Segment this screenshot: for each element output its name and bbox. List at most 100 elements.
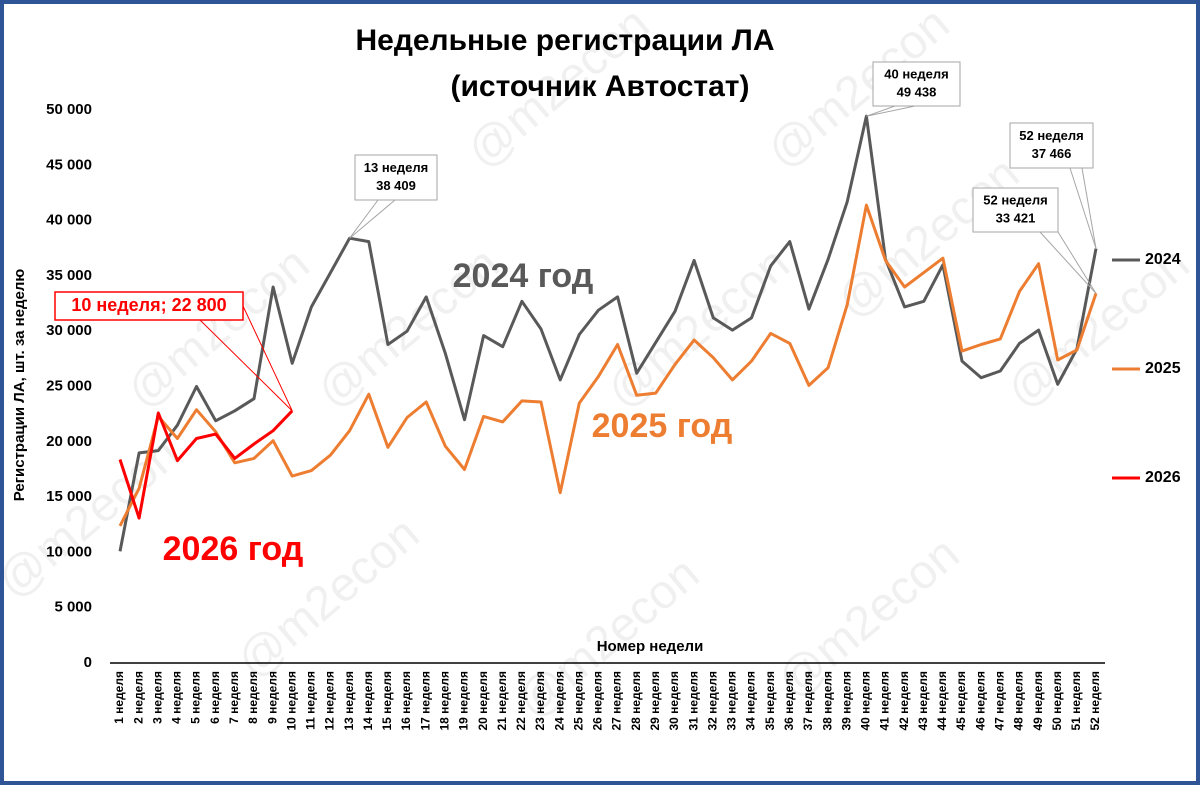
x-tick-label: 10 неделя [284,671,298,731]
x-tick-label: 16 неделя [399,671,413,731]
y-axis-label: Регистрации ЛА, шт. за неделю [11,269,28,502]
callout-pointer [199,319,293,412]
callout-text: 38 409 [376,178,416,193]
x-tick-label: 18 неделя [438,671,452,731]
x-tick-label: 40 неделя [859,671,873,731]
x-tick-label: 46 неделя [973,671,987,731]
y-tick-label: 40 000 [46,212,92,229]
callout-text: 13 неделя [364,160,428,175]
series-line [118,114,1098,552]
x-tick-label: 27 неделя [610,671,624,731]
callout-box [972,187,1059,233]
legend-label: 2026 [1145,469,1181,486]
x-tick-label: 31 неделя [686,671,700,731]
chart-title: Недельные регистрации ЛА [355,24,774,57]
callout-pointer [1069,167,1097,249]
x-tick-label: 5 неделя [189,671,203,724]
callout-pointer [1039,231,1097,294]
x-tick-label: 21 неделя [495,671,509,731]
x-tick-label: 15 неделя [380,671,394,731]
legend-label: 2024 [1145,251,1181,268]
x-tick-label: 2 неделя [131,671,145,724]
x-tick-label: 33 неделя [725,671,739,731]
callout-box [354,154,438,201]
callout-box [1009,122,1094,169]
y-tick-label: 45 000 [46,156,92,173]
x-tick-label: 28 неделя [629,671,643,731]
x-tick-label: 8 неделя [246,671,260,724]
callout-text: 10 неделя; 22 800 [71,295,226,315]
x-tick-label: 12 неделя [323,671,337,731]
x-tick-label: 22 неделя [514,671,528,731]
y-tick-label: 35 000 [46,267,92,284]
x-tick-label: 51 неделя [1069,671,1083,731]
callout-pointer [349,199,379,239]
callout-box [54,291,244,321]
x-tick-label: 19 неделя [457,671,471,731]
y-tick-label: 10 000 [46,543,92,560]
callout-text: 49 438 [897,84,937,99]
x-tick-label: 29 неделя [648,671,662,731]
x-tick-label: 44 неделя [935,671,949,731]
x-tick-label: 4 неделя [170,671,184,724]
y-tick-label: 30 000 [46,322,92,339]
x-tick-label: 52 неделя [1088,671,1102,731]
x-tick-label: 42 неделя [897,671,911,731]
legend-label: 2025 [1145,360,1181,377]
x-tick-label: 49 неделя [1031,671,1045,731]
callout-text: 52 неделя [983,192,1047,207]
x-tick-label: 11 неделя [304,671,318,730]
y-tick-label: 25 000 [46,377,92,394]
x-axis-label: Номер недели [597,638,704,655]
callout-pointer [349,199,396,239]
x-tick-label: 17 неделя [418,671,432,731]
callout-pointer [1057,231,1097,294]
y-tick-label: 50 000 [46,101,92,118]
series-label: 2024 год [453,257,594,295]
x-tick-label: 47 неделя [992,671,1006,731]
x-tick-label: 1 неделя [112,671,126,724]
x-tick-label: 35 неделя [763,671,777,731]
x-tick-label: 14 неделя [361,671,375,731]
callout-box [872,61,961,107]
x-tick-label: 48 неделя [1012,671,1026,731]
chart-title: (источник Автостат) [450,70,749,103]
x-tick-label: 41 неделя [878,671,892,731]
x-tick-label: 23 неделя [533,671,547,731]
x-tick-label: 30 неделя [667,671,681,731]
callout-text: 40 неделя [884,66,948,81]
x-tick-label: 3 неделя [150,671,164,724]
x-tick-label: 20 неделя [476,671,490,731]
callout-pointer [242,305,293,412]
x-tick-label: 39 неделя [839,671,853,731]
x-tick-label: 25 неделя [571,671,585,731]
x-tick-label: 6 неделя [208,671,222,724]
x-tick-label: 24 неделя [552,671,566,731]
x-tick-label: 7 неделя [227,671,241,724]
x-tick-label: 45 неделя [954,671,968,731]
x-tick-label: 9 неделя [265,671,279,724]
x-tick-label: 36 неделя [782,671,796,731]
callout-pointer [1081,167,1097,249]
callout-pointer [866,105,916,117]
y-tick-label: 5 000 [54,599,92,616]
series-label: 2026 год [163,530,304,568]
x-tick-label: 26 неделя [591,671,605,731]
x-tick-label: 32 неделя [705,671,719,731]
y-tick-label: 0 [84,654,92,671]
callout-pointer [866,105,896,117]
y-tick-label: 15 000 [46,488,92,505]
x-tick-label: 13 неделя [342,671,356,731]
x-tick-label: 43 неделя [916,671,930,731]
x-tick-label: 38 неделя [820,671,834,731]
series-label: 2025 год [592,407,733,445]
callout-text: 37 466 [1032,146,1072,161]
series-line [118,203,1098,527]
x-tick-label: 37 неделя [801,671,815,731]
y-tick-label: 20 000 [46,433,92,450]
callout-text: 52 неделя [1019,128,1083,143]
series-line [118,409,294,520]
x-tick-label: 34 неделя [744,671,758,731]
x-tick-label: 50 неделя [1050,671,1064,731]
